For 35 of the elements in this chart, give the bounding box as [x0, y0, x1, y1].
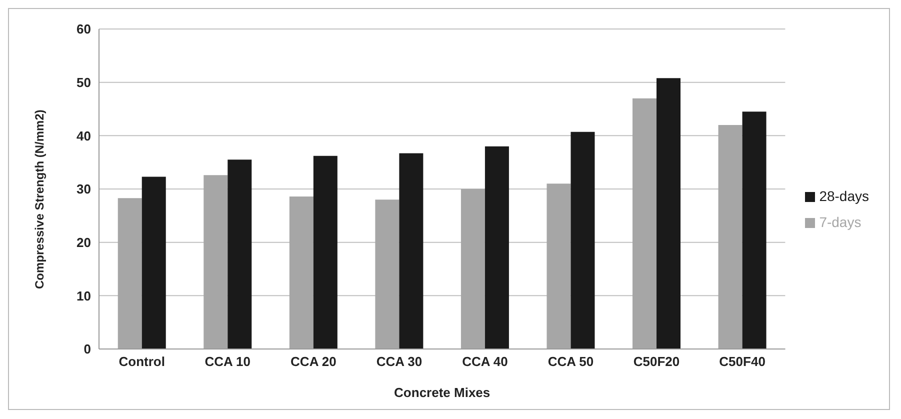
bar	[313, 156, 338, 349]
bar	[742, 112, 766, 349]
y-axis-title: Compressive Strength (N/mm2)	[32, 110, 46, 289]
bar	[289, 196, 314, 349]
bar	[656, 78, 681, 349]
x-tick-label: CCA 40	[462, 354, 508, 370]
x-axis-title: Concrete Mixes	[394, 385, 490, 400]
y-tick-label: 60	[76, 22, 91, 37]
bar	[460, 189, 485, 349]
x-tick-label: CCA 20	[290, 354, 336, 370]
bar	[632, 98, 657, 349]
legend-label: 28-days	[819, 188, 869, 204]
bar	[118, 198, 142, 349]
y-tick-label: 30	[76, 182, 91, 197]
bar	[484, 146, 509, 349]
x-tick-label: CCA 10	[204, 354, 251, 370]
x-tick-label: CCA 30	[376, 354, 422, 370]
y-tick-label: 50	[76, 74, 91, 90]
bar	[228, 160, 252, 349]
bar	[718, 125, 742, 349]
bar	[570, 132, 595, 349]
bar	[204, 175, 228, 349]
y-tick-label: 10	[76, 288, 91, 304]
x-tick-label: C50F40	[719, 354, 766, 370]
bar	[142, 176, 166, 349]
y-tick-label: 0	[84, 342, 91, 357]
x-tick-label: C50F20	[633, 354, 680, 370]
bar	[375, 200, 400, 349]
x-tick-label: Control	[118, 354, 165, 370]
y-tick-label: 20	[76, 234, 91, 250]
y-tick-label: 40	[76, 128, 91, 144]
bar	[546, 184, 571, 349]
bar	[399, 153, 424, 349]
legend-label: 7-days	[819, 214, 862, 230]
x-tick-label: CCA 50	[548, 354, 594, 370]
